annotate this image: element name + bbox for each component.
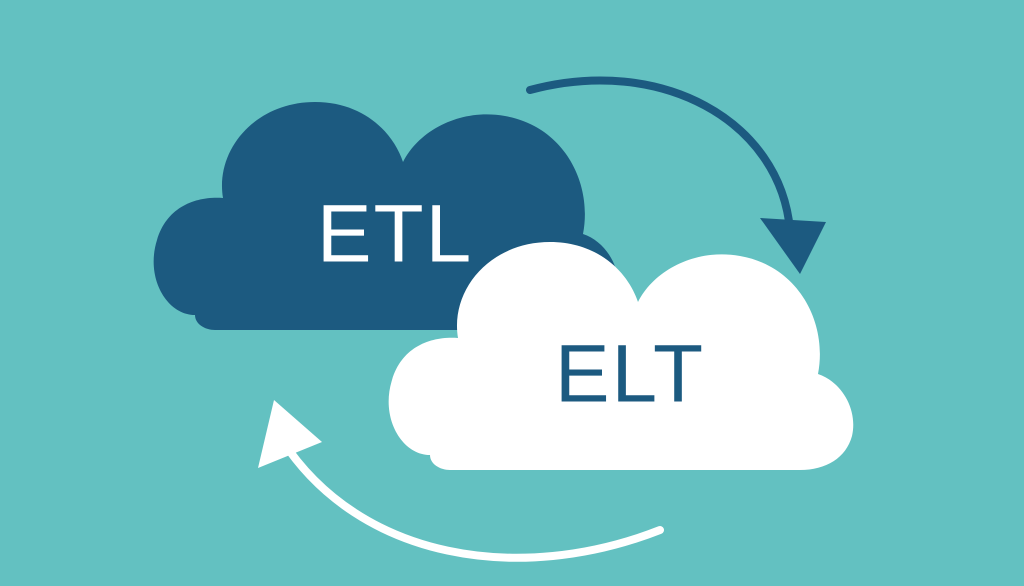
cloud-elt-label: ELT [555,329,705,420]
diagram-stage: ETL ELT [0,0,1024,586]
diagram-svg: ETL ELT [0,0,1024,586]
cloud-etl-label: ETL [317,189,473,280]
